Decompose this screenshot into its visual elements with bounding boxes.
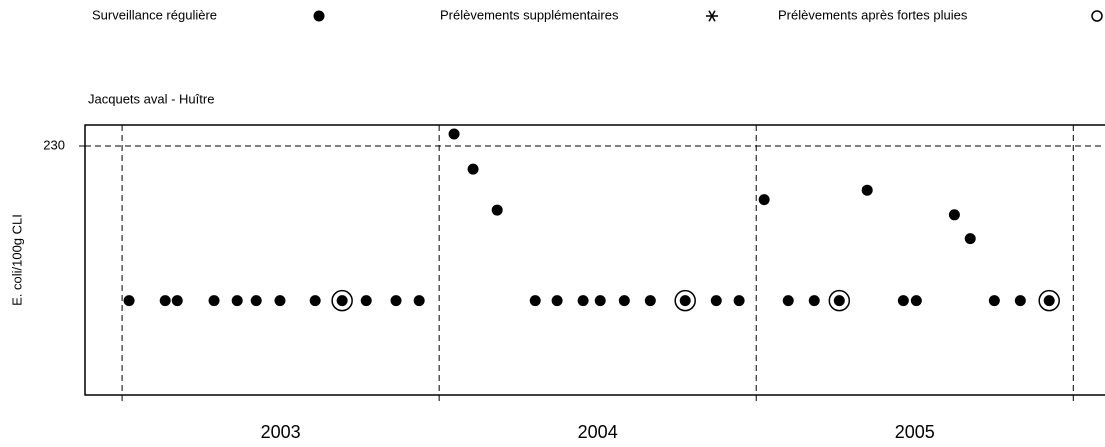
point	[231, 295, 243, 307]
point	[123, 295, 135, 307]
y-axis-label: E. coli/100g CLI	[9, 214, 24, 306]
point	[910, 295, 922, 307]
point	[988, 295, 1000, 307]
point	[1038, 289, 1060, 312]
point	[491, 204, 503, 216]
point	[861, 184, 873, 196]
point	[618, 295, 630, 307]
point	[360, 295, 372, 307]
point	[331, 289, 353, 312]
point	[897, 295, 909, 307]
x-tick-label: 2005	[895, 422, 935, 442]
chart-title: Jacquets aval - Huître	[88, 91, 214, 106]
plot-frame	[84, 124, 1105, 396]
point	[171, 295, 183, 307]
point	[758, 194, 770, 206]
point	[808, 295, 820, 307]
point	[551, 295, 563, 307]
point	[733, 295, 745, 307]
point	[208, 295, 220, 307]
point	[250, 295, 262, 307]
point	[644, 295, 656, 307]
point	[828, 289, 851, 312]
legend-marker	[706, 10, 718, 22]
point	[782, 295, 794, 307]
legend-label: Prélèvements après fortes pluies	[778, 7, 968, 22]
legend-label: Surveillance régulière	[92, 7, 217, 22]
x-tick-label: 2003	[261, 422, 301, 442]
point	[948, 209, 960, 221]
point	[159, 295, 171, 307]
legend-marker	[1091, 10, 1103, 22]
x-tick-label: 2004	[578, 422, 618, 442]
point	[467, 163, 479, 175]
point	[274, 295, 286, 307]
legend-marker	[313, 10, 325, 22]
point	[674, 289, 696, 312]
point	[448, 128, 460, 140]
point	[529, 295, 541, 307]
point	[1043, 295, 1055, 307]
point	[679, 295, 691, 307]
y-tick-label: 230	[43, 137, 65, 152]
point	[1014, 295, 1026, 307]
point	[309, 295, 321, 307]
point	[594, 295, 606, 307]
point	[577, 295, 589, 307]
point	[964, 233, 976, 245]
point	[710, 295, 722, 307]
point	[336, 295, 348, 307]
legend-label: Prélèvements supplémentaires	[440, 7, 619, 22]
point	[833, 295, 845, 307]
point	[390, 295, 402, 307]
point	[413, 295, 425, 307]
